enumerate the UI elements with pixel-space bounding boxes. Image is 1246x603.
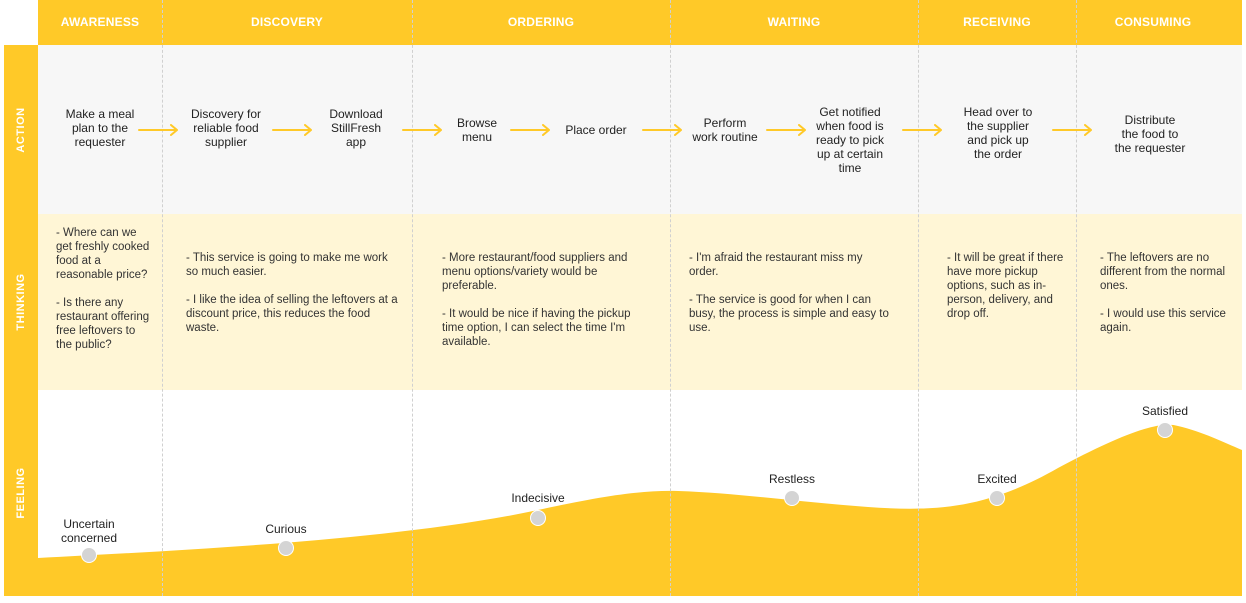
action-step: Browse menu: [456, 116, 497, 144]
action-step: Discovery for reliable food supplier: [190, 107, 261, 149]
thought-line: - Where can we get freshly cooked food a…: [56, 227, 150, 281]
row-header-thinking: THINKING: [4, 214, 38, 390]
stage-divider: [1076, 0, 1077, 596]
thinking-band: [38, 214, 1242, 390]
thought-consuming: - The leftovers are no different from th…: [1100, 251, 1228, 335]
flow-arrow: [138, 124, 180, 136]
feeling-label: Satisfied: [1141, 404, 1189, 418]
feeling-label: Curious: [265, 522, 307, 536]
action-step: Head over to the supplier and pick up the o…: [963, 105, 1033, 161]
feeling-dot: [784, 490, 800, 506]
action-step: Download StillFresh app: [329, 107, 383, 149]
row-label-action: ACTION: [15, 106, 27, 153]
stage-consuming: CONSUMING: [1114, 15, 1192, 29]
flow-arrow: [510, 124, 552, 136]
feeling-dot: [530, 510, 546, 526]
thought-line: - It will be great if there have more pi…: [947, 252, 1064, 320]
feeling-label: Indecisive: [511, 491, 565, 505]
feeling-label: Excited: [977, 472, 1017, 486]
action-step: Make a meal plan to the requester: [65, 107, 135, 149]
feeling-dot: [81, 547, 97, 563]
row-label-thinking: THINKING: [15, 273, 27, 331]
feeling-dot: [989, 490, 1005, 506]
stage-awareness: AWARENESS: [60, 15, 140, 29]
thought-waiting: - I'm afraid the restaurant miss my orde…: [689, 251, 893, 335]
emotion-curve: [38, 424, 1242, 596]
flow-arrow: [1052, 124, 1094, 136]
flow-arrow: [902, 124, 944, 136]
feeling-dot: [278, 540, 294, 556]
thought-line: - The leftovers are no different from th…: [1100, 252, 1226, 292]
thought-receiving: - It will be great if there have more pi…: [947, 251, 1071, 321]
stage-divider: [670, 0, 671, 596]
thought-awareness: - Where can we get freshly cooked food a…: [56, 226, 152, 352]
thought-line: - More restaurant/food suppliers and men…: [442, 252, 628, 292]
feeling-label: Restless: [768, 472, 815, 486]
feeling-dot: [1157, 422, 1173, 438]
action-step: Distribute the food to the requester: [1114, 113, 1186, 155]
feeling-label: Uncertain concerned: [60, 517, 118, 545]
stage-receiving: RECEIVING: [963, 15, 1031, 29]
customer-journey-map: ACTION THINKING FEELING AWARENESS DISCOV…: [4, 0, 1242, 596]
flow-arrow: [642, 124, 684, 136]
thought-line: - I would use this service again.: [1100, 308, 1226, 334]
row-header-action: ACTION: [4, 45, 38, 214]
action-step: Perform work routine: [692, 116, 758, 144]
stage-discovery: DISCOVERY: [250, 15, 324, 29]
emotion-area: [38, 424, 1242, 596]
thought-line: - It would be nice if having the pickup …: [442, 308, 631, 348]
action-step: Get notified when food is ready to pick up …: [815, 105, 885, 175]
flow-arrow: [766, 124, 808, 136]
thought-discovery: - This service is going to make me work …: [186, 251, 398, 335]
stage-divider: [162, 0, 163, 596]
rail-corner: [4, 0, 38, 45]
thought-ordering: - More restaurant/food suppliers and men…: [442, 251, 654, 349]
row-label-feeling: FEELING: [15, 467, 27, 519]
thought-line: - The service is good for when I can bus…: [689, 294, 889, 334]
action-step: Place order: [565, 123, 627, 137]
feeling-band: [38, 390, 1242, 596]
stage-divider: [918, 0, 919, 596]
thought-line: - I'm afraid the restaurant miss my orde…: [689, 252, 863, 278]
flow-arrow: [272, 124, 314, 136]
row-header-feeling: FEELING: [4, 390, 38, 596]
action-band: [38, 45, 1242, 214]
thought-line: - This service is going to make me work …: [186, 252, 388, 278]
flow-arrow: [402, 124, 444, 136]
stage-header: AWARENESS DISCOVERY ORDERING WAITING REC…: [38, 0, 1242, 45]
thought-line: - I like the idea of selling the leftove…: [186, 294, 398, 334]
stage-divider: [412, 0, 413, 596]
stage-ordering: ORDERING: [507, 15, 575, 29]
stage-waiting: WAITING: [767, 15, 821, 29]
thought-line: - Is there any restaurant offering free …: [56, 297, 150, 351]
